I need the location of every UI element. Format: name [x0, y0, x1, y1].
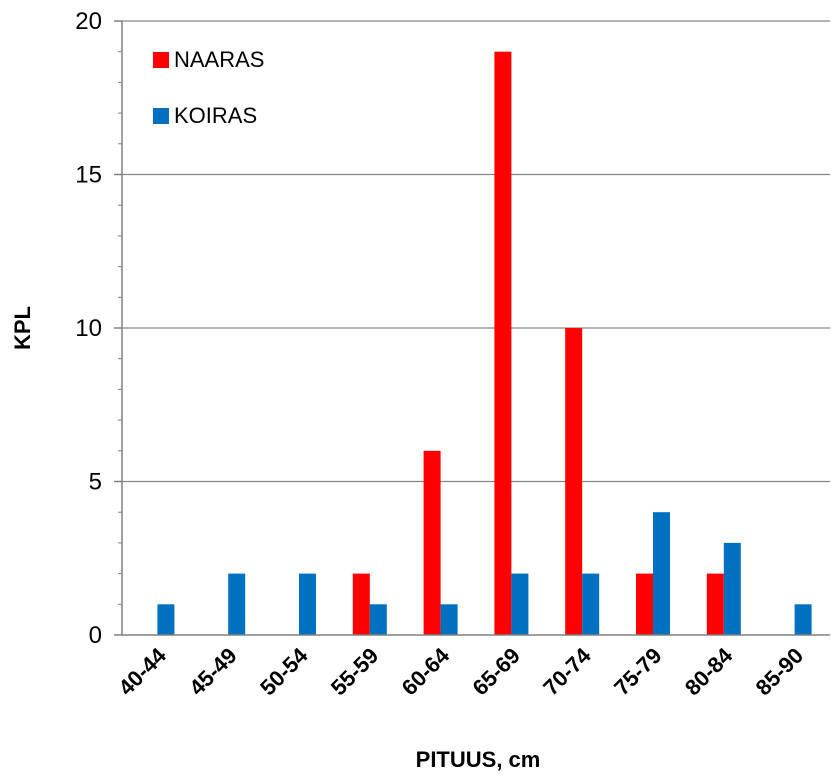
bar-koiras-40-44 [157, 604, 175, 635]
bar-koiras-70-74 [582, 573, 600, 635]
x-axis-tick-labels: 40-44 45-49 50-54 55-59 60-64 65-69 70-74 75-79… [113, 642, 808, 700]
bar-naaras-55-59 [352, 573, 370, 635]
bar-koiras-80-84 [723, 542, 741, 635]
x-tick-label: 65-69 [467, 643, 524, 700]
x-tick-label: 60-64 [397, 642, 455, 700]
x-tick-label: 75-79 [609, 643, 666, 700]
y-tick-label: 5 [89, 469, 102, 496]
x-axis-title: PITUUS, cm [416, 747, 541, 772]
bar-koiras-75-79 [653, 512, 670, 635]
x-tick-label: 85-90 [751, 643, 808, 700]
y-axis-title: KPL [10, 306, 35, 350]
bar-naaras-70-74 [565, 328, 583, 635]
y-tick-label: 10 [75, 315, 102, 342]
legend-swatch-naaras [153, 52, 169, 68]
bar-naaras-65-69 [494, 51, 512, 635]
x-tick-label: 50-54 [255, 642, 313, 700]
bar-koiras-60-64 [440, 604, 458, 635]
legend-label-koiras: KOIRAS [174, 103, 257, 128]
bar-koiras-50-54 [299, 573, 316, 635]
y-tick-label: 0 [89, 622, 102, 649]
bar-koiras-65-69 [511, 573, 529, 635]
y-tick-label: 15 [75, 162, 102, 189]
x-tick-label: 40-44 [113, 642, 171, 700]
x-tick-label: 45-49 [184, 643, 241, 700]
bar-naaras-60-64 [423, 450, 441, 635]
bars [157, 51, 812, 635]
bar-naaras-75-79 [636, 573, 653, 635]
legend: NAARAS KOIRAS [153, 47, 264, 128]
bar-koiras-85-90 [794, 604, 812, 635]
legend-swatch-koiras [153, 108, 169, 124]
legend-label-naaras: NAARAS [174, 47, 264, 72]
bar-koiras-45-49 [228, 573, 246, 635]
bar-naaras-80-84 [706, 573, 724, 635]
x-tick-label: 70-74 [538, 642, 596, 700]
y-tick-label: 20 [75, 8, 102, 35]
bar-koiras-55-59 [369, 604, 387, 635]
x-tick-label: 80-84 [680, 642, 738, 700]
x-tick-label: 55-59 [326, 643, 383, 700]
y-axis-ticks: 0 5 10 15 20 [75, 8, 102, 649]
